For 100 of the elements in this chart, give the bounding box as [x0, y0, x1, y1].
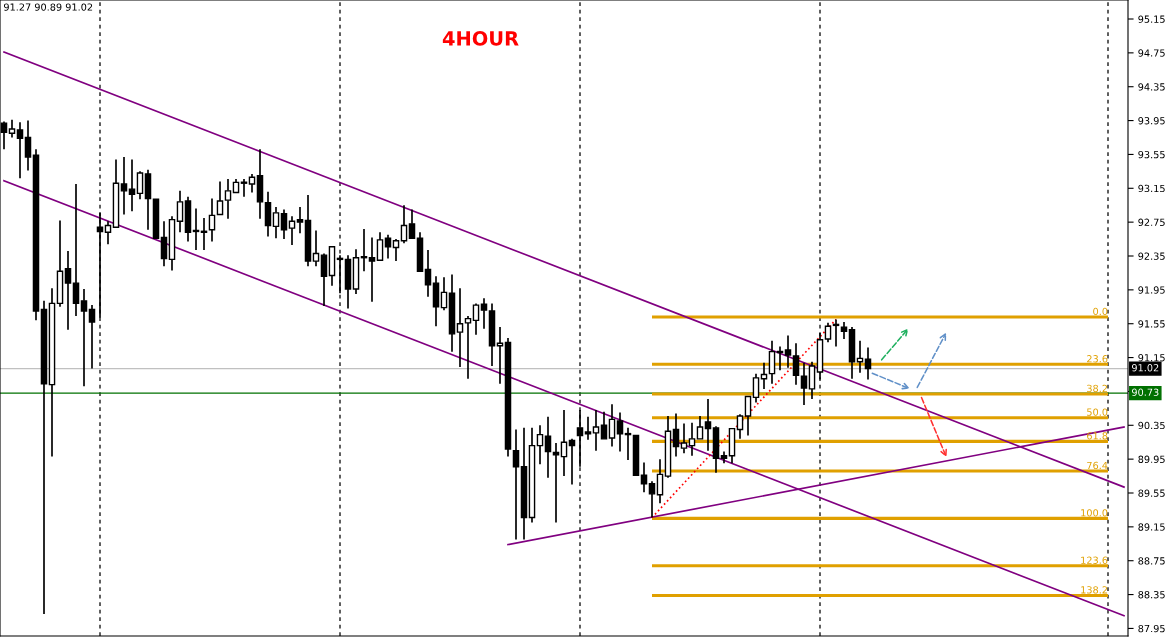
- candlestick: [368, 236, 376, 303]
- candlestick: [736, 413, 744, 440]
- annotation: 123.6: [1081, 556, 1108, 564]
- candlestick: [104, 220, 112, 245]
- candlestick: [72, 183, 80, 317]
- candlestick: [672, 412, 680, 458]
- ref-line-label: 90.73: [1132, 388, 1159, 396]
- ref-line-label: 91.02: [1132, 364, 1159, 372]
- candlestick: [136, 170, 144, 201]
- candlestick: [168, 215, 176, 272]
- candlestick: [240, 178, 248, 198]
- y-tick-label: 93.15: [1138, 184, 1165, 193]
- candlestick: [488, 302, 496, 367]
- candlestick: [824, 322, 832, 344]
- y-tick-label: 91.55: [1138, 320, 1165, 328]
- candlestick: [544, 415, 552, 479]
- candlestick: [288, 215, 296, 246]
- candlestick: [224, 178, 232, 220]
- candlestick: [480, 297, 488, 330]
- candlestick: [376, 231, 384, 261]
- candlestick: [408, 208, 416, 239]
- candlestick: [728, 427, 736, 465]
- y-tick-label: 91.95: [1138, 286, 1165, 294]
- candlestick: [16, 121, 24, 179]
- candlestick: [664, 415, 672, 479]
- candlestick: [496, 326, 504, 385]
- candlestick: [160, 220, 168, 267]
- candlestick: [600, 410, 608, 440]
- candlestick: [80, 288, 88, 388]
- y-tick-label: 89.95: [1138, 455, 1165, 463]
- candlestick: [40, 300, 48, 615]
- y-tick-label: 90.35: [1138, 421, 1165, 430]
- candlestick: [512, 428, 520, 541]
- candlestick: [32, 148, 40, 322]
- candlestick: [64, 250, 72, 331]
- y-tick-label: 94.35: [1138, 83, 1165, 91]
- candlestick: [280, 208, 288, 240]
- candlestick: [800, 361, 808, 406]
- candlestick: [808, 360, 816, 400]
- candlestick: [424, 249, 432, 298]
- text: 4HOUR: [442, 31, 519, 46]
- candlestick: [232, 178, 240, 194]
- annotation: 138.2: [1081, 586, 1108, 594]
- candlestick: [696, 415, 704, 440]
- candlestick: [768, 339, 776, 385]
- candlestick: [632, 434, 640, 476]
- y-tick-label: 94.75: [1138, 49, 1165, 57]
- candlestick: [48, 287, 56, 458]
- candlestick: [256, 148, 264, 220]
- annotation: 50.0: [1087, 408, 1108, 416]
- candlestick: [648, 480, 656, 519]
- candlestick: [440, 276, 448, 312]
- candlestick: [712, 425, 720, 474]
- candlestick: [56, 219, 64, 308]
- candlestick: [448, 273, 456, 353]
- candlestick: [704, 398, 712, 452]
- candlestick: [176, 189, 184, 234]
- candlestick: [520, 426, 528, 541]
- y-tick-label: 88.75: [1138, 557, 1165, 565]
- candlestick: [88, 304, 96, 370]
- candlestick: [312, 229, 320, 267]
- annotation: 100.0: [1081, 509, 1108, 517]
- candlestick: [568, 437, 576, 486]
- candlestick: [552, 442, 560, 524]
- y-tick-label: 93.95: [1138, 117, 1165, 125]
- y-tick-label: 88.35: [1138, 591, 1165, 599]
- annotation: 91.27 90.89 91.02: [4, 3, 93, 11]
- candlestick: [432, 275, 440, 328]
- y-tick-label: 89.55: [1138, 489, 1165, 497]
- candlestick: [344, 254, 352, 310]
- candlestick: [608, 403, 616, 448]
- candlestick: [272, 206, 280, 240]
- candlestick: [528, 426, 536, 524]
- annotation: 76.4: [1087, 461, 1108, 470]
- candlestick: [264, 190, 272, 238]
- candlestick: [392, 238, 400, 262]
- candlestick: [592, 409, 600, 452]
- candlestick: [504, 337, 512, 458]
- candlestick: [216, 180, 224, 216]
- y-tick-label: 92.75: [1138, 218, 1165, 226]
- candlestick: [472, 302, 480, 336]
- annotation: 23.6: [1087, 355, 1108, 363]
- candlestick: [128, 158, 136, 212]
- candlestick: [352, 248, 360, 295]
- annotation: 61.8: [1087, 432, 1108, 440]
- annotation: 38.2: [1087, 384, 1108, 393]
- candlestick: [304, 194, 312, 267]
- candlestick: [616, 411, 624, 453]
- candlestick: [320, 252, 328, 307]
- candlestick: [848, 326, 856, 380]
- candlestick: [248, 173, 256, 194]
- candlestick: [328, 245, 336, 287]
- candlestick: [24, 119, 32, 172]
- candlestick: [456, 287, 464, 368]
- candlestick: [680, 422, 688, 455]
- y-tick-label: 87.95: [1138, 624, 1165, 633]
- y-tick-label: 91.15: [1138, 354, 1165, 362]
- candlestick: [8, 118, 16, 139]
- candlestick: [416, 231, 424, 272]
- candlestick: [464, 315, 472, 380]
